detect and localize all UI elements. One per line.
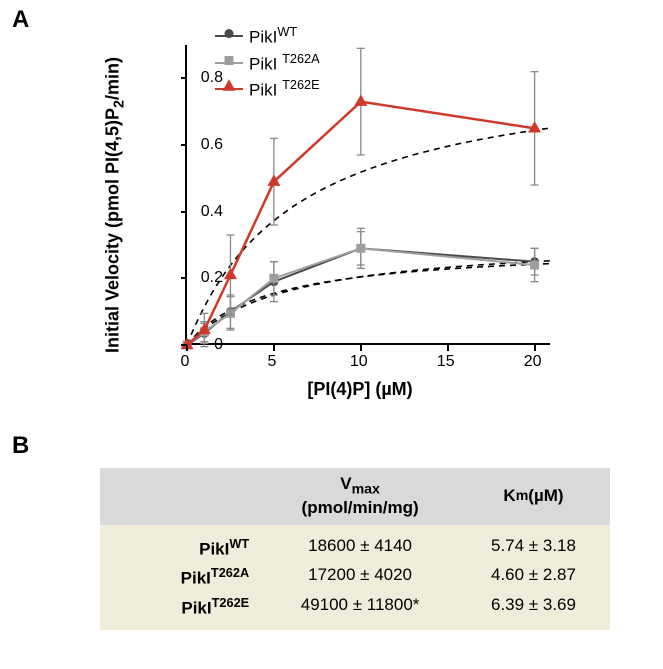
table-row: PikIWT18600 ± 41405.74 ± 3.18 (100, 533, 610, 563)
panel-a-label: A (12, 6, 29, 34)
legend-label: PikI T262A (249, 50, 320, 77)
x-tick-label: 15 (437, 353, 455, 371)
x-tick-label: 0 (181, 353, 190, 371)
chart-legend: PikIWTPikI T262APikI T262E (215, 23, 320, 103)
kinetics-table: Vmax(pmol/min/mg) Km (µM) PikIWT18600 ± … (100, 468, 610, 630)
x-axis-label: [PI(4)P] (µM) (307, 379, 412, 400)
y-tick-label: 0.2 (188, 269, 223, 287)
y-tick-label: 0.6 (188, 136, 223, 154)
y-tick-label: 0.8 (188, 69, 223, 87)
table-body: PikIWT18600 ± 41405.74 ± 3.18PikIT262A17… (100, 525, 610, 630)
y-axis-label: Initial Velocity (pmol PI(4,5)P2/min) (103, 57, 128, 353)
legend-row: PikI T262E (215, 76, 320, 103)
table-header-km: Km (µM) (457, 474, 610, 519)
y-tick-label: 0.4 (188, 203, 223, 221)
row-km: 4.60 ± 2.87 (457, 565, 610, 589)
table-row: PikIT262A17200 ± 40204.60 ± 2.87 (100, 562, 610, 592)
row-km: 5.74 ± 3.18 (457, 536, 610, 560)
row-name: PikIT262E (100, 595, 263, 619)
table-header-blank (100, 474, 263, 519)
panel-b-label: B (12, 432, 29, 460)
x-tick-label: 10 (350, 353, 368, 371)
legend-label: PikI T262E (249, 76, 320, 103)
row-name: PikIT262A (100, 565, 263, 589)
row-km: 6.39 ± 3.69 (457, 595, 610, 619)
row-vmax: 17200 ± 4020 (263, 565, 457, 589)
kinetics-chart: Initial Velocity (pmol PI(4,5)P2/min) [P… (125, 15, 595, 395)
x-tick-label: 20 (524, 353, 542, 371)
x-tick-label: 5 (267, 353, 276, 371)
table-row: PikIT262E49100 ± 11800*6.39 ± 3.69 (100, 592, 610, 622)
table-header-vmax: Vmax(pmol/min/mg) (263, 474, 457, 519)
row-name: PikIWT (100, 536, 263, 560)
legend-label: PikIWT (249, 23, 297, 50)
legend-row: PikI T262A (215, 50, 320, 77)
row-vmax: 18600 ± 4140 (263, 536, 457, 560)
legend-row: PikIWT (215, 23, 320, 50)
y-tick-label: 0 (188, 336, 223, 354)
row-vmax: 49100 ± 11800* (263, 595, 457, 619)
table-header-row: Vmax(pmol/min/mg) Km (µM) (100, 468, 610, 525)
